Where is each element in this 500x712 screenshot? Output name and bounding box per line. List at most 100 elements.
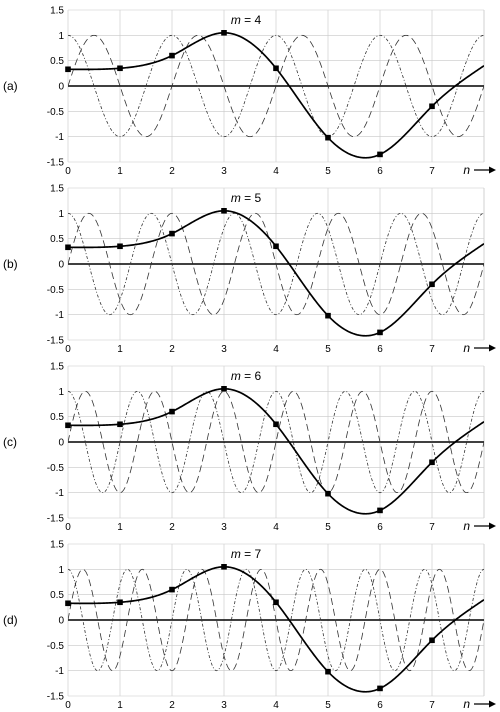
- x-axis-label: n: [463, 163, 470, 177]
- x-tick-label: 4: [273, 522, 279, 533]
- x-tick-label: 1: [117, 344, 123, 355]
- y-tick-label: -1.5: [47, 158, 65, 169]
- x-tick-label: 5: [325, 344, 331, 355]
- title-variable: m: [231, 191, 241, 205]
- x-axis-arrowhead: [489, 700, 496, 708]
- sample-point: [221, 564, 227, 570]
- chart-title: m = 5: [231, 191, 262, 205]
- x-tick-label: 6: [377, 166, 383, 177]
- title-variable: m: [231, 13, 241, 27]
- x-tick-label: 4: [273, 344, 279, 355]
- sample-point: [117, 421, 123, 428]
- sample-point: [273, 65, 279, 72]
- sample-point: [325, 134, 331, 141]
- y-tick-label: 1.5: [50, 184, 64, 195]
- chart-panel-3: 1.510.50-0.5-1-1.50 1 2 3 4 5 6 7m = 6(c)n: [3, 362, 496, 533]
- sample-point: [117, 65, 123, 72]
- y-tick-label: -0.5: [47, 285, 65, 296]
- sample-point: [325, 490, 331, 497]
- y-tick-label: 0.5: [50, 412, 64, 423]
- y-tick-label: 0: [58, 616, 64, 627]
- x-tick-label: 6: [377, 700, 383, 711]
- x-tick-label: 1: [117, 166, 123, 177]
- x-tick-label: 0: [65, 166, 71, 177]
- panel-label: (a): [3, 79, 18, 93]
- y-tick-label: 1: [58, 31, 64, 42]
- series-dash-dot-line: [68, 34, 484, 138]
- y-tick-label: 0.5: [50, 590, 64, 601]
- x-tick-label: 7: [429, 166, 435, 177]
- sample-point: [377, 329, 383, 336]
- x-tick-label: 0: [65, 700, 71, 711]
- chart-title: m = 4: [231, 13, 262, 27]
- sample-point: [429, 281, 435, 288]
- y-tick-label: 1.5: [50, 6, 64, 17]
- x-tick-label: 6: [377, 344, 383, 355]
- sample-point: [429, 459, 435, 466]
- series-dash-dot-line: [68, 390, 484, 494]
- chart-title: m = 6: [231, 369, 262, 383]
- y-tick-label: 0: [58, 438, 64, 449]
- x-tick-label: 4: [273, 166, 279, 177]
- title-value: = 6: [241, 369, 262, 383]
- x-axis-arrowhead: [489, 166, 496, 174]
- x-tick-label: 2: [169, 166, 175, 177]
- y-tick-label: -1: [55, 310, 64, 321]
- sample-point: [429, 637, 435, 644]
- y-tick-label: 1.5: [50, 362, 64, 373]
- x-tick-label: 2: [169, 344, 175, 355]
- y-tick-label: 1.5: [50, 540, 64, 551]
- chart-title: m = 7: [231, 547, 262, 561]
- sample-point: [377, 507, 383, 514]
- series-dashed-line: [68, 212, 484, 316]
- x-tick-label: 3: [221, 166, 227, 177]
- sample-point: [325, 312, 331, 319]
- series-dash-dot-line: [68, 212, 484, 316]
- sample-point: [117, 599, 123, 606]
- sample-point: [273, 599, 279, 606]
- x-tick-label: 3: [221, 700, 227, 711]
- x-axis-arrowhead: [489, 522, 496, 530]
- panel-label: (b): [3, 257, 18, 271]
- x-axis-label: n: [463, 519, 470, 533]
- x-tick-label: 3: [221, 344, 227, 355]
- x-tick-label: 1: [117, 700, 123, 711]
- x-axis-label: n: [463, 341, 470, 355]
- x-tick-label: 5: [325, 522, 331, 533]
- x-tick-label: 7: [429, 522, 435, 533]
- sample-point: [169, 586, 175, 593]
- x-tick-label: 5: [325, 166, 331, 177]
- sample-point: [169, 230, 175, 237]
- sample-point: [65, 66, 71, 73]
- panel-label: (d): [3, 613, 18, 627]
- y-tick-label: -1: [55, 666, 64, 677]
- y-tick-label: 1: [58, 565, 64, 576]
- x-tick-label: 2: [169, 700, 175, 711]
- x-tick-label: 6: [377, 522, 383, 533]
- x-tick-label: 2: [169, 522, 175, 533]
- grid: [67, 543, 485, 697]
- y-tick-label: -1.5: [47, 336, 65, 347]
- x-tick-label: 0: [65, 522, 71, 533]
- y-tick-label: 0.5: [50, 234, 64, 245]
- title-value: = 5: [241, 191, 262, 205]
- x-tick-label: 7: [429, 700, 435, 711]
- sample-point: [169, 408, 175, 415]
- chart-panel-4: 1.510.50-0.5-1-1.50 1 2 3 4 5 6 7m = 7(d)n: [3, 540, 496, 711]
- sample-point: [377, 685, 383, 692]
- x-tick-label: 4: [273, 700, 279, 711]
- sample-point: [325, 668, 331, 675]
- sample-point: [117, 243, 123, 250]
- x-axis-arrowhead: [489, 344, 496, 352]
- sample-point: [169, 52, 175, 59]
- y-tick-label: 1: [58, 209, 64, 220]
- y-tick-label: -1.5: [47, 514, 65, 525]
- sample-point: [377, 151, 383, 158]
- x-tick-label: 3: [221, 522, 227, 533]
- x-tick-label: 0: [65, 344, 71, 355]
- sample-point: [65, 244, 71, 251]
- y-tick-label: -1: [55, 488, 64, 499]
- sample-point: [221, 208, 227, 214]
- series-dashed-line: [68, 390, 484, 494]
